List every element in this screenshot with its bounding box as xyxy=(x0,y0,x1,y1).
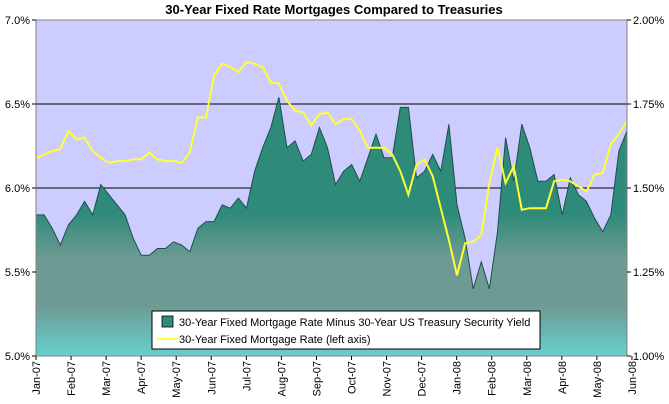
legend-swatch-spread xyxy=(161,315,174,328)
x-tick-label: Oct-07 xyxy=(347,361,359,394)
x-tick-label: Apr-08 xyxy=(557,361,569,394)
mortgage-rate-line xyxy=(35,60,628,276)
right-axis: 1.00% 1.25% 1.50% 1.75% 2.00% xyxy=(627,15,664,363)
x-tick-label: Aug-07 xyxy=(276,361,288,396)
x-tick-label: Jan-07 xyxy=(31,361,43,395)
legend-box xyxy=(151,310,541,350)
x-tick-label: Sep-07 xyxy=(311,361,323,396)
x-tick-label: Feb-07 xyxy=(66,361,78,396)
legend: 30-Year Fixed Mortgage Rate Minus 30-Yea… xyxy=(151,310,541,350)
x-tick-label: May-08 xyxy=(592,361,604,398)
left-axis: 5.0% 5.5% 6.0% 6.5% 7.0% xyxy=(5,15,36,363)
x-tick-label: Jul-07 xyxy=(241,361,253,391)
x-tick-label: Dec-07 xyxy=(417,361,429,396)
x-tick-label: Feb-08 xyxy=(487,361,499,396)
x-tick-label: Mar-08 xyxy=(522,361,534,396)
right-tick-label: 1.00% xyxy=(633,351,664,363)
x-tick-label: Jun-07 xyxy=(206,361,218,395)
x-axis: Jan-07 Feb-07 Mar-07 Apr-07 May-07 Jun-07 Jul-… xyxy=(31,356,639,398)
legend-label-mortgage: 30-Year Fixed Mortgage Rate (left axis) xyxy=(179,334,371,346)
right-tick-label: 1.50% xyxy=(633,183,664,195)
right-tick-label: 2.00% xyxy=(633,15,664,27)
x-tick-label: Jan-08 xyxy=(452,361,464,395)
right-tick-label: 1.25% xyxy=(633,267,664,279)
x-tick-label: Jun-08 xyxy=(627,361,639,395)
spread-area-series xyxy=(36,97,627,357)
left-tick-label: 5.5% xyxy=(5,267,30,279)
x-tick-label: Nov-07 xyxy=(382,361,394,396)
left-tick-label: 6.0% xyxy=(5,183,30,195)
x-tick-label: May-07 xyxy=(171,361,183,398)
left-tick-label: 6.5% xyxy=(5,99,30,111)
chart-title: 30-Year Fixed Rate Mortgages Compared to… xyxy=(165,2,502,17)
legend-label-spread: 30-Year Fixed Mortgage Rate Minus 30-Yea… xyxy=(179,317,530,329)
left-tick-label: 7.0% xyxy=(5,15,30,27)
x-tick-label: Mar-07 xyxy=(101,361,113,396)
right-tick-label: 1.75% xyxy=(633,99,664,111)
x-tick-label: Apr-07 xyxy=(136,361,148,394)
left-tick-label: 5.0% xyxy=(5,351,30,363)
spread-area-outline xyxy=(36,97,628,289)
